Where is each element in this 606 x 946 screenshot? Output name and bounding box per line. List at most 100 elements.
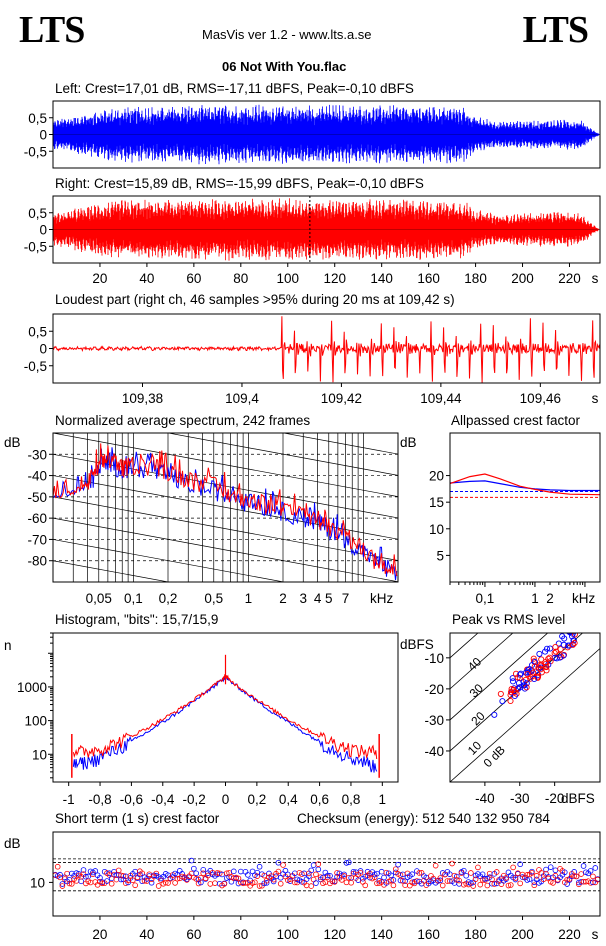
stcrest-point-right [233,874,239,881]
stcrest-point-right [174,875,181,882]
stcrest-point-right [505,882,512,889]
stcrest-point-left [256,863,263,870]
peakrms-ytick-label: -20 [424,682,444,697]
stcrest-point-right [517,880,523,887]
peakrms-point [561,635,568,642]
stcrest-point-right [529,870,535,876]
spectrum-xtick-label: 0,1 [124,591,143,606]
loudest-signal [53,316,600,383]
stcrest-point-right [329,878,336,884]
histogram-caption: Histogram, "bits": 15,7/15,9 [55,612,219,627]
stcrest-point-left [80,867,87,873]
peakrms-diagonal-label: 20 [468,709,488,729]
crest-series-right [449,473,601,496]
stcrest-point-left [409,871,415,877]
stcrest-point-right [334,870,340,876]
stcrest-point-left [552,867,559,874]
stcrest-point-right [449,860,455,867]
peakrms-point [499,698,506,705]
stcrest-point-left [78,878,84,885]
peakrms-point [524,671,531,678]
stcrest-point-left [83,873,89,880]
spectrum-slope-line [53,496,398,561]
spectrum-xtick-label: 0,2 [159,591,178,606]
stcrest-point-left [357,868,364,874]
stcrest-point-left [200,867,207,873]
stcrest-xtick-label: 60 [186,927,201,942]
right-waveform-ytick-label: 0 [39,223,47,238]
stcrest-point-right [486,870,493,877]
loudest-ytick-label: -0,5 [24,359,47,374]
stcrest-point-left [381,874,387,881]
stcrest-point-right [550,880,556,886]
stcrest-point-right [491,881,498,887]
peakrms-point [491,711,498,718]
stcrest-point-right [221,881,228,887]
stcrest-point-right [456,877,462,884]
spectrum-slope-line [53,284,398,348]
stcrest-point-right [249,880,256,886]
stcrest-point-right [489,876,495,883]
stcrest-point-right [573,873,580,880]
stcrest-point-right [108,880,115,887]
stcrest-point-left [453,873,460,880]
peakrms-point [571,639,578,647]
right-caption: Right: Crest=15,89 dB, RMS=-15,99 dBFS, … [55,176,424,191]
right-waveform-xtick-label: 60 [186,271,201,286]
stcrest-point-right [397,872,404,878]
peakrms-point [521,682,528,689]
stcrest-point-right [338,877,345,883]
histogram-xtick-label: 0 [222,792,230,807]
stcrest-point-right [430,875,437,882]
spectrum-ylabel: dB [4,435,21,450]
stcrest-point-left [306,873,312,879]
stcrest-point-right [341,873,347,879]
stcrest-point-right [68,881,75,887]
spectrum-slope-line [53,560,171,582]
stcrest-point-right [315,861,322,867]
checksum-label: Checksum (energy): 512 540 132 950 784 [297,811,550,826]
stcrest-point-left [437,877,444,884]
stcrest-point-left [561,869,568,876]
stcrest-point-right [132,882,138,889]
spectrum-series-left [53,447,398,581]
loudest-xtick-label: 109,44 [420,391,462,406]
stcrest-point-left [57,871,63,878]
peakrms-point [572,633,577,635]
peakrms-point [553,655,560,662]
stcrest-point-left [148,879,155,886]
loudest-caption: Loudest part (right ch, 46 samples >95% … [55,292,455,307]
stcrest-point-right [357,870,364,876]
peakrms-point [546,654,553,661]
stcrest-point-left [228,878,235,885]
crest-caption: Allpassed crest factor [451,413,581,428]
histogram-xtick-label: 0,4 [279,792,298,807]
peakrms-point [566,642,573,649]
stcrest-point-right [155,883,162,889]
loudest-xtick-label: 109,42 [321,391,362,406]
right-waveform-xtick-label: 160 [417,271,440,286]
peakrms-point [507,697,514,705]
stcrest-point-right [254,873,261,879]
stcrest-point-left [395,861,401,868]
stcrest-point-right [172,880,178,886]
stcrest-point-right [388,877,394,884]
spectrum-slope-line [53,433,398,497]
stcrest-point-right [144,878,150,884]
crest-ytick-label: 10 [429,522,444,537]
peakrms-point [523,684,530,691]
stcrest-xunit: s [592,927,599,942]
loudest-xtick-label: 109,4 [225,391,259,406]
peakrms-point [538,662,545,669]
stcrest-point-right [451,872,458,879]
stcrest-point-left [193,870,200,877]
peakrms-point [531,675,538,683]
stcrest-point-left [378,868,385,875]
stcrest-xtick-label: 140 [370,927,393,942]
histogram-ytick-label: 1000 [17,680,47,695]
stcrest-point-left [294,876,300,883]
stcrest-point-right [99,880,106,887]
crest-ytick-label: 20 [429,469,444,484]
stcrest-point-left [590,879,596,886]
stcrest-point-right [256,883,263,889]
